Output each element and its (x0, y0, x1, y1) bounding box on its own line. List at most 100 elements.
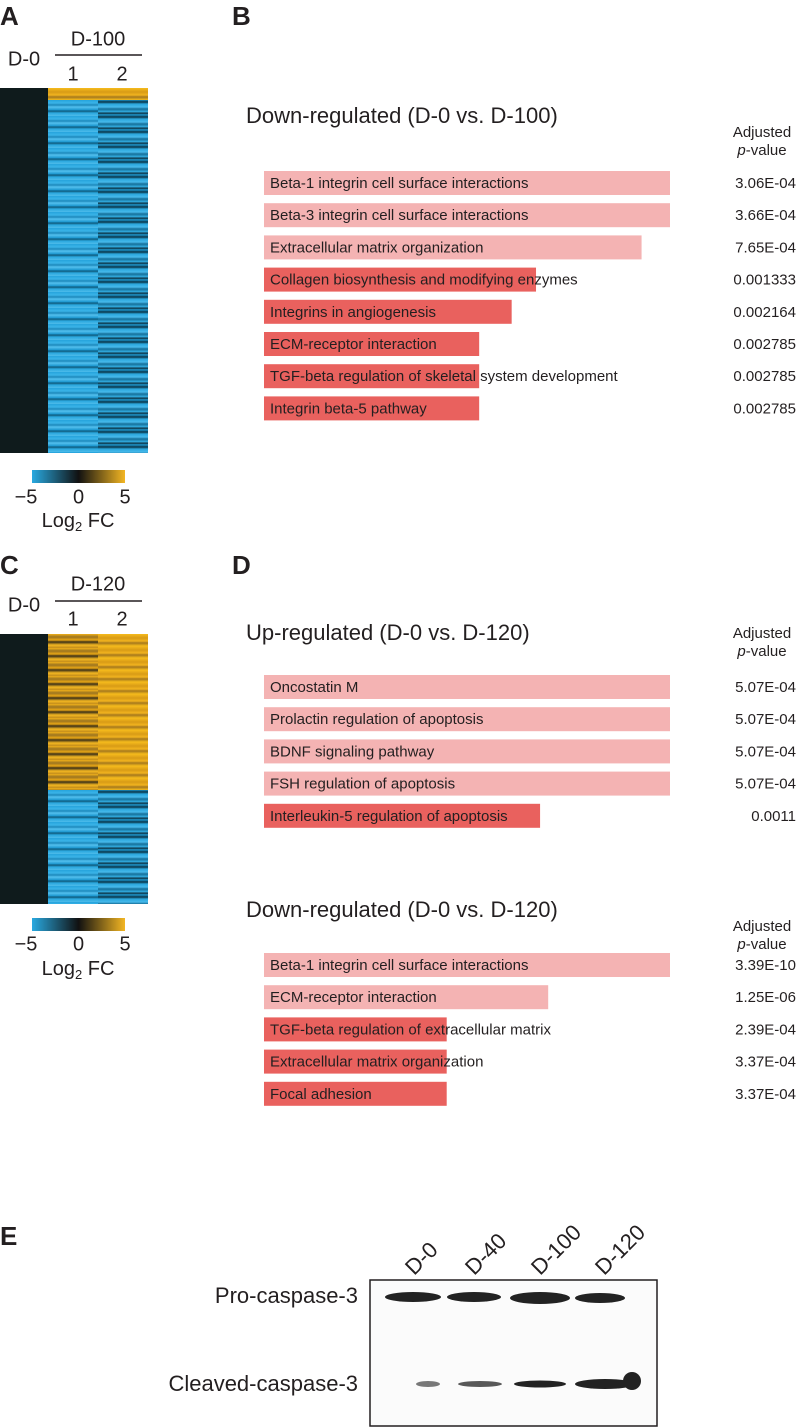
value-header: p-value (736, 142, 786, 159)
bar-label: Focal adhesion (270, 1086, 372, 1103)
heatmap-column-2 (98, 100, 148, 453)
p-value: 3.66E-04 (735, 207, 796, 224)
band (623, 1372, 641, 1390)
p-value: 0.002785 (733, 336, 796, 353)
colorbar-label-part: 2 (75, 967, 82, 982)
bar (264, 675, 670, 699)
colorbar-tick-label: 0 (73, 486, 84, 508)
heatmap-column-1 (48, 100, 98, 453)
bar (264, 364, 480, 389)
p-value: 7.65E-04 (735, 239, 796, 256)
p-value: 3.39E-10 (735, 957, 796, 974)
p-value: 5.07E-04 (735, 743, 796, 760)
p-value: 2.39E-04 (735, 1021, 796, 1038)
colorbar-tick-label: 5 (119, 933, 130, 955)
bar-label: Integrin beta-5 pathway (270, 400, 427, 417)
band (416, 1381, 440, 1387)
panel-label: B (232, 1, 251, 31)
band (447, 1292, 501, 1302)
bar (264, 171, 670, 195)
heatmap-control-column (0, 88, 48, 453)
p-value: 3.06E-04 (735, 175, 796, 192)
bar-label: Collagen biosynthesis and modifying enzy… (270, 272, 578, 289)
panel-label: C (0, 550, 19, 580)
bar-label: ECM-receptor interaction (270, 336, 437, 353)
blot-frame (369, 1279, 658, 1427)
chart-title: Down-regulated (D-0 vs. D-120) (246, 897, 558, 922)
bar (264, 1049, 447, 1074)
colorbar-tick-label: −5 (15, 486, 38, 508)
value-header: p-value (736, 936, 786, 953)
heatmap-up-rows-1 (48, 634, 98, 790)
panel-label: E (0, 1221, 17, 1251)
lane-label: D-0 (400, 1237, 443, 1280)
replicate-label: 1 (67, 608, 78, 630)
colorbar-tick-label: −5 (15, 933, 38, 955)
value-header: Adjusted (733, 918, 791, 935)
p-value: 5.07E-04 (735, 679, 796, 696)
colorbar-label: Log2 FC (42, 510, 115, 534)
replicate-label: 1 (67, 63, 78, 85)
replicate-label: 2 (116, 63, 127, 85)
bar-label: Beta-1 integrin cell surface interaction… (270, 957, 528, 974)
colorbar-tick-label: 5 (119, 486, 130, 508)
bar-label: ECM-receptor interaction (270, 989, 437, 1006)
bar (264, 1081, 447, 1106)
chart-title: Down-regulated (D-0 vs. D-100) (246, 103, 558, 128)
bar (264, 739, 670, 764)
bar (264, 771, 670, 796)
panel-label: A (0, 1, 19, 31)
bar (264, 299, 512, 324)
value-header: Adjusted (733, 124, 791, 141)
colorbar-label-part: FC (82, 958, 114, 980)
lane-label: D-100 (526, 1220, 586, 1280)
lane-label: D-120 (590, 1220, 650, 1280)
value-header-part: p (736, 936, 745, 953)
value-header: Adjusted (733, 625, 791, 642)
colorbar-label-part: FC (82, 510, 114, 532)
group-label: D-120 (71, 573, 125, 595)
p-value: 3.37E-04 (735, 1086, 796, 1103)
value-header-part: p (736, 643, 745, 660)
bar-label: BDNF signaling pathway (270, 743, 435, 760)
bar (264, 985, 549, 1010)
bar-label: Beta-1 integrin cell surface interaction… (270, 175, 528, 192)
value-header: p-value (736, 643, 786, 660)
colorbar-tick-label: 0 (73, 933, 84, 955)
bar (264, 707, 670, 732)
value-header-part: -value (746, 643, 787, 660)
band (458, 1381, 502, 1387)
band-label: Pro-caspase-3 (215, 1283, 358, 1308)
band (385, 1292, 441, 1302)
p-value: 5.07E-04 (735, 711, 796, 728)
bar (264, 203, 670, 228)
bar (264, 396, 480, 421)
control-label: D-0 (8, 594, 40, 616)
heatmap-column-2 (98, 790, 148, 904)
value-header-part: p (736, 142, 745, 159)
band (575, 1379, 635, 1389)
colorbar (32, 918, 125, 931)
heatmap-up-rows (48, 88, 148, 100)
p-value: 0.0011 (751, 808, 796, 825)
value-header-part: -value (746, 936, 787, 953)
lane-label: D-40 (460, 1228, 511, 1279)
chart-title: Up-regulated (D-0 vs. D-120) (246, 620, 530, 645)
colorbar-label: Log2 FC (42, 958, 115, 982)
heatmap-control-column (0, 634, 48, 904)
p-value: 0.002164 (733, 304, 796, 321)
bar-label: Extracellular matrix organization (270, 1054, 483, 1071)
band-label: Cleaved-caspase-3 (168, 1371, 358, 1396)
p-value: 0.002785 (733, 400, 796, 417)
bar-label: Interleukin-5 regulation of apoptosis (270, 808, 508, 825)
bar-label: FSH regulation of apoptosis (270, 776, 455, 793)
bar-label: TGF-beta regulation of skeletal system d… (270, 368, 618, 385)
replicate-label: 2 (116, 608, 127, 630)
bar (264, 803, 541, 828)
p-value: 3.37E-04 (735, 1054, 796, 1071)
p-value: 0.002785 (733, 368, 796, 385)
bar-label: Prolactin regulation of apoptosis (270, 711, 483, 728)
bar-label: Extracellular matrix organization (270, 239, 483, 256)
